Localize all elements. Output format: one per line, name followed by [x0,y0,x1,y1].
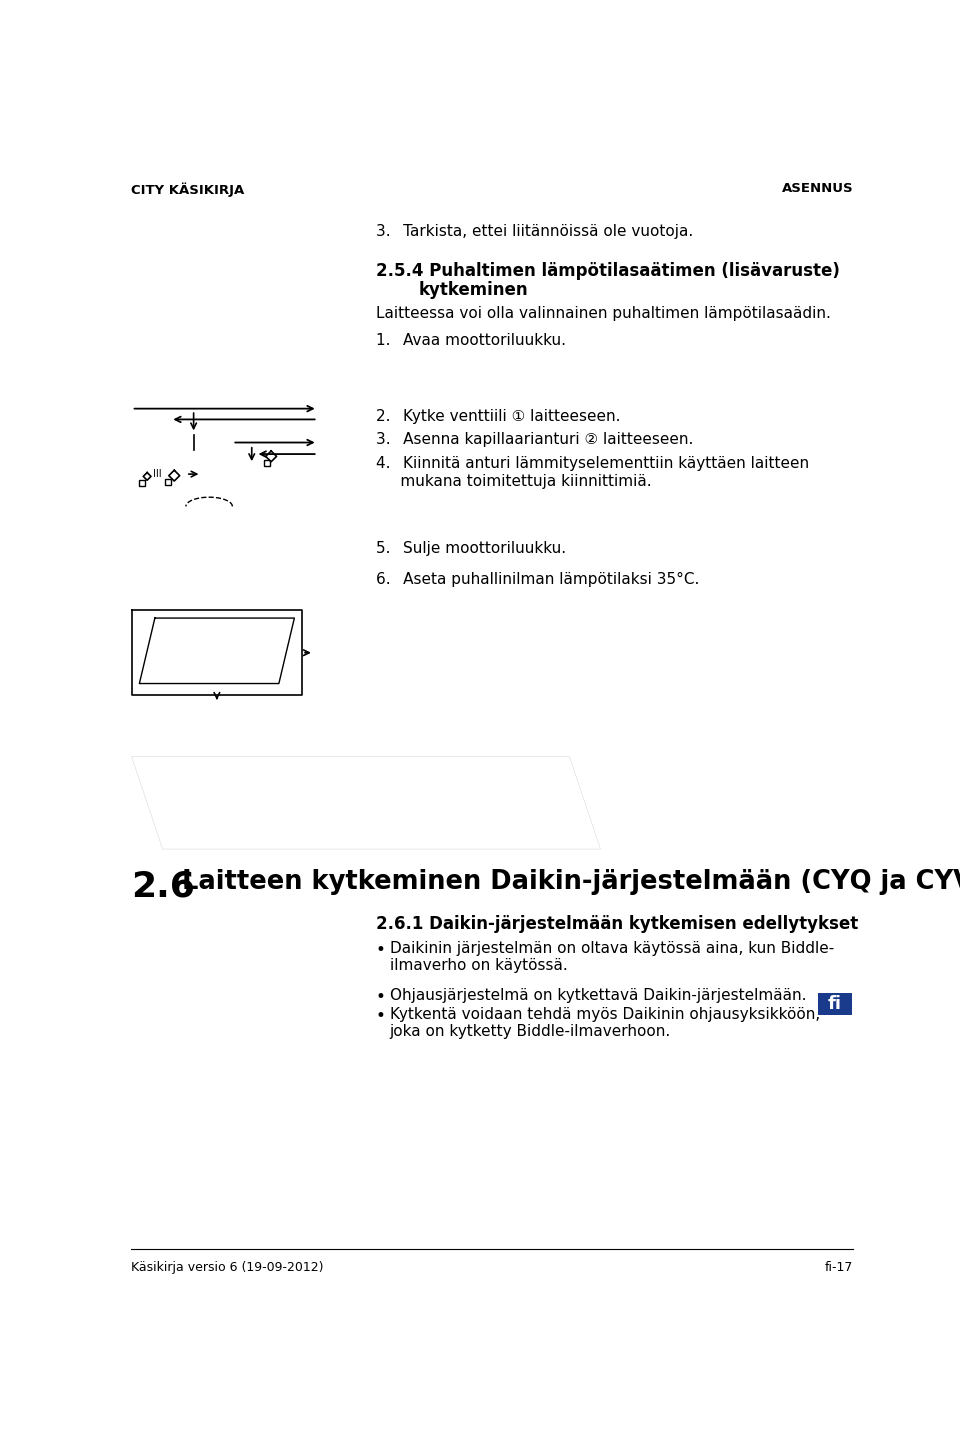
Text: joka on kytketty Biddle-ilmaverhoon.: joka on kytketty Biddle-ilmaverhoon. [390,1023,671,1039]
Bar [139,480,145,486]
Text: 2.6.1 Daikin-järjestelmään kytkemisen edellytykset: 2.6.1 Daikin-järjestelmään kytkemisen ed… [375,915,858,933]
Text: III: III [154,470,162,480]
Text: 2.  Kytke venttiili ① laitteeseen.: 2. Kytke venttiili ① laitteeseen. [375,409,620,423]
Text: 2.6: 2.6 [131,869,195,903]
Text: ilmaverho on käytössä.: ilmaverho on käytössä. [390,959,567,973]
Text: ASENNUS: ASENNUS [781,183,853,196]
Text: Daikinin järjestelmän on oltava käytössä aina, kun Biddle-: Daikinin järjestelmän on oltava käytössä… [390,942,834,956]
Text: kytkeminen: kytkeminen [419,282,528,299]
Text: Laitteessa voi olla valinnainen puhaltimen lämpötilasaädin.: Laitteessa voi olla valinnainen puhaltim… [375,306,830,322]
Text: 3.  Asenna kapillaarianturi ② laitteeseen.: 3. Asenna kapillaarianturi ② laitteeseen… [375,432,693,447]
Text: 5.  Sulje moottoriluukku.: 5. Sulje moottoriluukku. [375,542,565,556]
Text: 3.  Tarkista, ettei liitännöissä ole vuotoja.: 3. Tarkista, ettei liitännöissä ole vuot… [375,224,693,239]
Bar [818,993,852,1015]
Text: 2.5.4 Puhaltimen lämpötilasaätimen (lisävaruste): 2.5.4 Puhaltimen lämpötilasaätimen (lisä… [375,263,840,280]
Bar [264,460,270,466]
Text: Kytkentä voidaan tehdä myös Daikinin ohjausyksikköön,: Kytkentä voidaan tehdä myös Daikinin ohj… [390,1007,820,1022]
Bar [165,479,171,484]
Text: 6.  Aseta puhallinilman lämpötilaksi 35°C.: 6. Aseta puhallinilman lämpötilaksi 35°C… [375,572,699,587]
Text: CITY KÄSIKIRJA: CITY KÄSIKIRJA [131,183,244,197]
Text: fi: fi [828,995,842,1013]
Text: •: • [375,987,386,1006]
Text: mukana toimitettuja kiinnittimiä.: mukana toimitettuja kiinnittimiä. [375,474,652,489]
Text: Ohjausjärjestelmä on kytkettavä Daikin-järjestelmään.: Ohjausjärjestelmä on kytkettavä Daikin-j… [390,987,806,1003]
Text: Laitteen kytkeminen Daikin-järjestelmään (CYQ ja CYV): Laitteen kytkeminen Daikin-järjestelmään… [182,869,960,895]
Text: fi-17: fi-17 [825,1260,853,1275]
Text: •: • [375,1007,386,1025]
Text: 4.  Kiinnitä anturi lämmityselementtiin käyttäen laitteen: 4. Kiinnitä anturi lämmityselementtiin k… [375,456,809,472]
Text: •: • [375,942,386,959]
Text: 1.  Avaa moottoriluukku.: 1. Avaa moottoriluukku. [375,333,565,349]
Text: Käsikirja versio 6 (19-09-2012): Käsikirja versio 6 (19-09-2012) [131,1260,324,1275]
